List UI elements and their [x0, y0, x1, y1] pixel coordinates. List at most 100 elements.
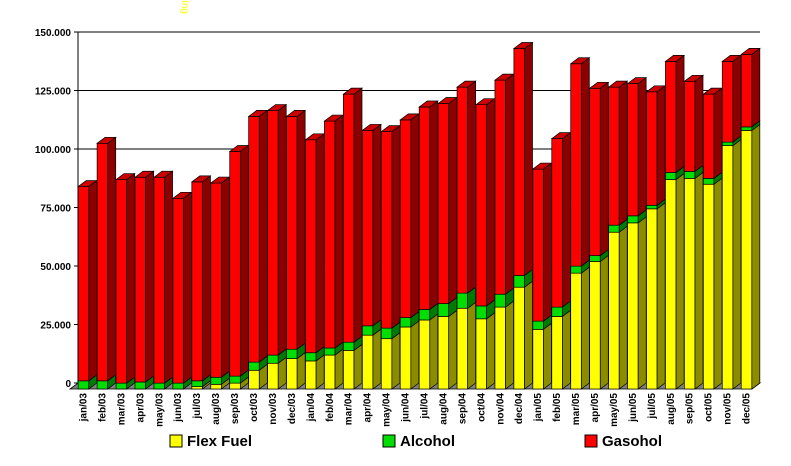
bar-segment-flex-fuel	[210, 383, 222, 390]
annotation-text: FFV Introducing	[179, 0, 190, 14]
bar-segment-alcohol	[608, 224, 620, 233]
x-tick-label: jan/03	[78, 393, 89, 423]
bar-stack-jul-05	[645, 85, 667, 390]
x-tick-label: aug/04	[438, 393, 449, 425]
bar-top	[456, 80, 477, 88]
bar-segment-gasohol	[210, 182, 222, 378]
bar-side	[391, 124, 401, 329]
bar-side	[637, 216, 647, 390]
bar-segment-alcohol	[229, 375, 241, 384]
bar-segment-gasohol	[399, 119, 412, 318]
bar-segment-alcohol	[551, 306, 563, 317]
bar-side	[524, 41, 533, 277]
bar-top	[418, 100, 439, 108]
x-tick-label: jul/04	[419, 393, 430, 420]
x-tick-label: jan/05	[533, 393, 544, 423]
bar-top	[266, 104, 288, 111]
bar-segment-gasohol	[380, 131, 393, 329]
x-tick-label: aug/05	[666, 393, 677, 425]
bar-side	[580, 57, 590, 267]
legend-item-alcohol: Alcohol	[382, 433, 455, 450]
x-tick-label: apr/04	[363, 393, 374, 423]
bar-side	[391, 331, 401, 390]
bar-side	[296, 109, 306, 350]
bar-segment-gasohol	[721, 61, 734, 143]
bar-segment-flex-fuel	[361, 334, 374, 390]
legend-swatch	[169, 434, 183, 448]
bar-stack-aug-05	[664, 54, 686, 390]
bar-segment-flex-fuel	[721, 145, 734, 390]
bar-segment-gasohol	[646, 91, 658, 206]
bar-side	[618, 80, 628, 226]
x-tick-label: jul/03	[192, 393, 203, 420]
bar-segment-alcohol	[456, 292, 469, 309]
bar-segment-alcohol	[513, 275, 525, 288]
bar-segment-gasohol	[305, 139, 317, 354]
bar-segment-gasohol	[153, 176, 165, 384]
bar-segment-gasohol	[418, 106, 431, 310]
bar-top	[361, 124, 382, 131]
legend-item-gasohol: Gasohol	[584, 433, 662, 450]
bar-side	[713, 87, 723, 180]
bar-segment-gasohol	[229, 151, 241, 377]
bar-segment-gasohol	[191, 181, 203, 382]
bar-side	[353, 343, 363, 390]
bar-stack-sep-05	[683, 74, 705, 390]
bar-stack-mar-05	[569, 57, 591, 390]
x-tick-label: dec/03	[287, 393, 298, 425]
bar-side	[599, 81, 609, 257]
bar-top	[512, 42, 534, 49]
bar-side	[751, 47, 761, 128]
bar-segment-gasohol	[134, 176, 146, 383]
bar-segment-flex-fuel	[191, 386, 203, 390]
bar-stack-feb-05	[550, 131, 572, 390]
x-tick-label: nov/03	[268, 393, 279, 425]
bar-side	[486, 312, 495, 390]
bar-side	[315, 133, 325, 354]
bar-segment-flex-fuel	[380, 338, 393, 390]
bar-side	[751, 123, 761, 390]
x-tick-label: feb/04	[325, 393, 336, 422]
bar-side	[580, 266, 590, 390]
bar-stack-jul-04	[418, 100, 439, 390]
bar-stack-aug-04	[437, 96, 458, 390]
x-tick-label: sep/04	[457, 393, 468, 425]
x-tick-label: jun/05	[628, 393, 639, 423]
bar-stack-sep-04	[456, 80, 477, 390]
bar-side	[732, 138, 742, 390]
bar-side	[599, 254, 609, 390]
legend-swatch	[382, 434, 396, 448]
bar-stack-dec-03	[285, 109, 307, 390]
bar-stack-apr-05	[588, 81, 610, 390]
bar-side	[164, 170, 173, 384]
bar-top	[569, 57, 591, 65]
x-tick-label: jun/03	[173, 393, 184, 423]
x-tick-label: jun/04	[401, 393, 412, 423]
bar-segment-alcohol	[305, 352, 317, 362]
x-tick-label: may/03	[154, 393, 165, 427]
bar-segment-alcohol	[96, 380, 109, 390]
bar-segment-flex-fuel	[646, 208, 658, 390]
bar-side	[694, 171, 704, 390]
bar-segment-alcohol	[361, 325, 374, 336]
bar-segment-gasohol	[96, 142, 109, 382]
bar-stack-jun-03	[171, 191, 193, 390]
bar-segment-flex-fuel	[740, 130, 753, 390]
bar-side	[221, 176, 230, 378]
bar-segment-flex-fuel	[513, 286, 525, 390]
bar-segment-flex-fuel	[608, 231, 620, 390]
bar-top	[588, 81, 610, 89]
bar-segment-gasohol	[551, 138, 563, 308]
bar-segment-gasohol	[77, 186, 90, 382]
bar-segment-alcohol	[380, 327, 393, 340]
bar-segment-alcohol	[172, 382, 184, 390]
bar-stack-may-05	[607, 80, 629, 390]
legend-label: Flex Fuel	[187, 433, 252, 450]
bar-segment-alcohol	[740, 126, 753, 131]
bar-segment-gasohol	[172, 197, 184, 384]
bar-stack-may-04	[380, 124, 401, 390]
bar-segment-gasohol	[684, 80, 696, 172]
x-tick-label: feb/05	[552, 393, 563, 422]
bar-segment-alcohol	[267, 354, 279, 364]
bar-segment-flex-fuel	[494, 306, 506, 390]
